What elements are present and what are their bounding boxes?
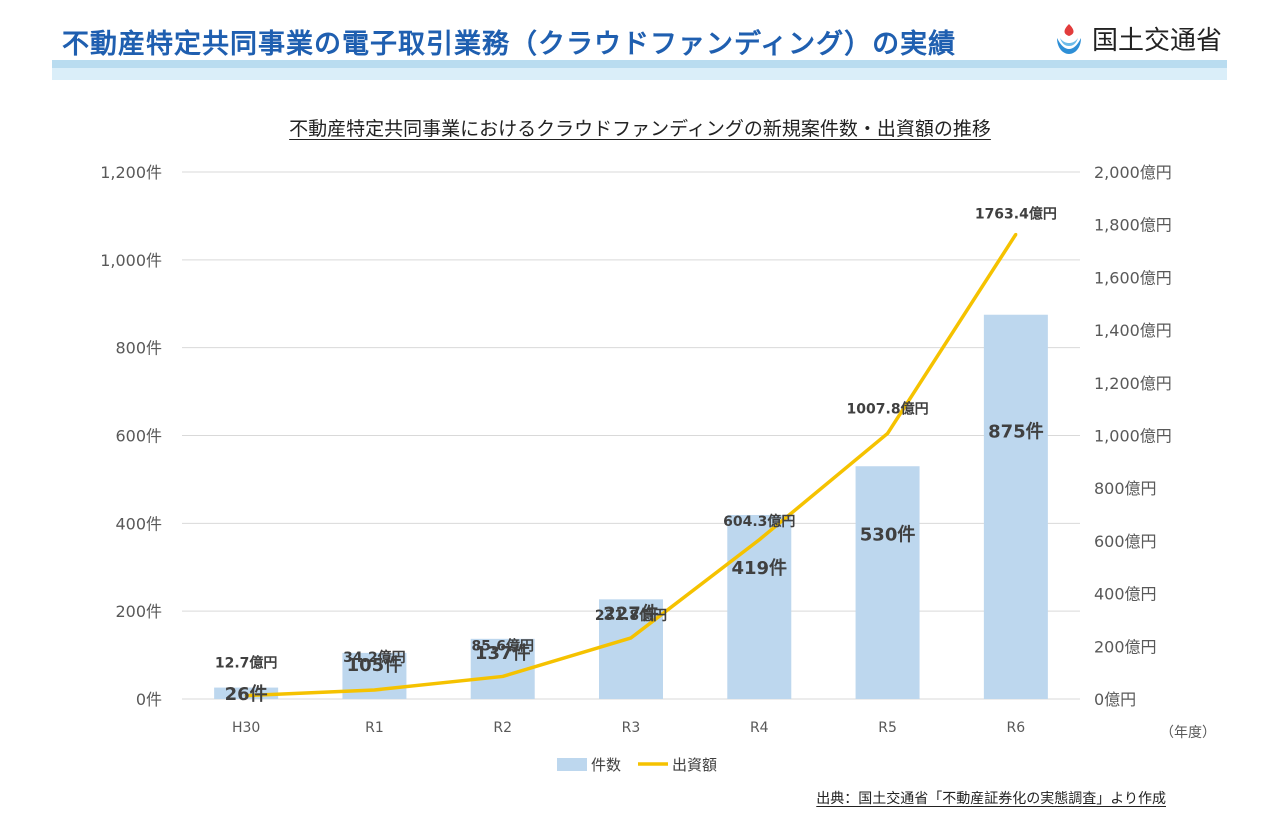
line-point	[372, 688, 376, 692]
chart-title: 不動産特定共同事業におけるクラウドファンディングの新規案件数・出資額の推移	[289, 118, 991, 140]
bar-data-label: 137件	[475, 642, 531, 664]
page-title: 不動産特定共同事業の電子取引業務（クラウドファンディング）の実績	[62, 29, 957, 60]
y-right-tick-label: 2,000億円	[1094, 163, 1172, 182]
bar	[214, 687, 279, 699]
y-right-tick-label: 1,600億円	[1094, 268, 1172, 287]
bar-data-label: 419件	[731, 557, 787, 579]
line-point	[244, 694, 248, 698]
x-tick-label: R5	[878, 720, 897, 736]
ministry-logo: 国土交通省	[1054, 20, 1222, 57]
bar	[855, 466, 920, 699]
line-point	[1014, 232, 1018, 236]
y-right-tick-label: 600億円	[1094, 532, 1157, 551]
x-axis-label: （年度）	[1160, 725, 1216, 741]
x-tick-label: R4	[750, 720, 769, 736]
x-tick-label: R1	[365, 720, 384, 736]
line-data-label: 1007.8億円	[847, 400, 929, 417]
header-band	[52, 60, 1227, 68]
bar	[727, 514, 792, 699]
bar-data-label: 227件	[603, 602, 659, 624]
y-right-tick-label: 1,800億円	[1094, 216, 1172, 235]
bar-data-label: 26件	[225, 683, 268, 705]
y-left-tick-label: 800件	[115, 339, 162, 358]
y-right-tick-label: 1,200億円	[1094, 374, 1172, 393]
bar-data-label: 105件	[347, 654, 403, 676]
line-point	[501, 674, 505, 678]
legend-label-count: 件数	[591, 756, 621, 774]
header-band-light	[52, 68, 1227, 80]
ministry-emblem-icon	[1056, 23, 1081, 54]
y-left-tick-label: 1,000件	[100, 251, 162, 270]
y-right-tick-label: 200億円	[1094, 637, 1157, 656]
bar-data-label: 530件	[860, 524, 916, 546]
y-left-tick-label: 0件	[136, 690, 162, 709]
bar	[983, 314, 1048, 699]
y-right-tick-label: 1,000億円	[1094, 427, 1172, 446]
x-tick-label: R3	[622, 720, 641, 736]
source-note: 出典：国土交通省「不動産証券化の実態調査」より作成	[816, 791, 1166, 807]
line-data-label: 85.6億円	[471, 637, 534, 654]
y-right-tick-label: 1,400億円	[1094, 321, 1172, 340]
ministry-name: 国土交通省	[1091, 26, 1222, 56]
line-data-label: 34.2億円	[343, 649, 406, 666]
x-tick-label: R6	[1007, 720, 1026, 736]
line-data-label: 12.7億円	[215, 655, 278, 672]
line-data-label: 231.8億円	[595, 607, 667, 624]
chart-title-wrap: 不動産特定共同事業におけるクラウドファンディングの新規案件数・出資額の推移	[0, 114, 1280, 141]
y-left-tick-label: 400件	[115, 514, 162, 533]
legend-swatch-bar	[557, 758, 587, 771]
y-left-tick-label: 600件	[115, 427, 162, 446]
line-data-label: 1763.4億円	[975, 205, 1057, 222]
y-right-tick-label: 800億円	[1094, 479, 1157, 498]
line-point	[757, 538, 761, 542]
line-point	[886, 431, 890, 435]
y-left-tick-label: 1,200件	[100, 163, 162, 182]
legend-label-investment: 出資額	[672, 756, 717, 774]
x-tick-label: R2	[493, 720, 512, 736]
line-data-label: 604.3億円	[723, 513, 795, 530]
y-right-tick-label: 400億円	[1094, 585, 1157, 604]
line-point	[629, 636, 633, 640]
y-right-tick-label: 0億円	[1094, 690, 1136, 709]
x-tick-label: H30	[232, 720, 260, 736]
y-left-tick-label: 200件	[115, 602, 162, 621]
bar-data-label: 875件	[988, 421, 1044, 443]
bar	[599, 599, 663, 699]
